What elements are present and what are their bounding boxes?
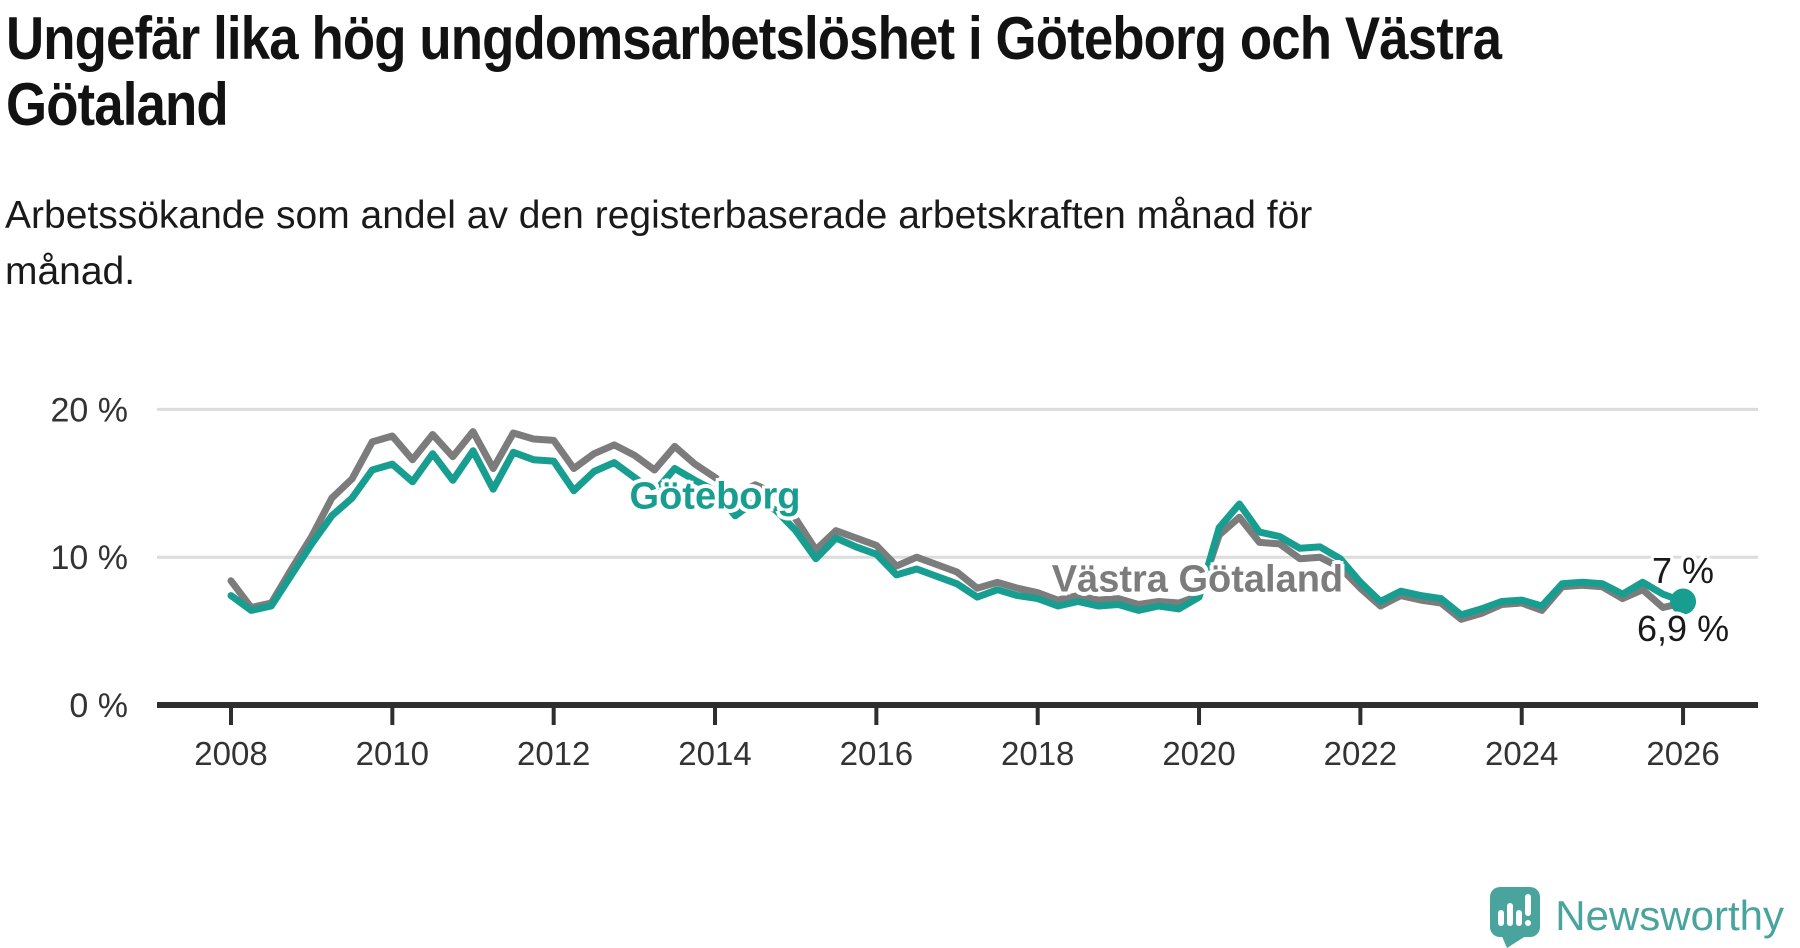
x-axis-label-2018: 2018	[1001, 735, 1074, 772]
series-label-vastra-gotaland: Västra Götaland	[1051, 558, 1344, 601]
series-line-g-teborg	[227, 447, 1687, 619]
x-axis-label-2022: 2022	[1324, 735, 1397, 772]
series-label-goteborg: Göteborg	[629, 475, 801, 518]
y-axis-label-20: 20 %	[51, 391, 129, 429]
newsworthy-logo-icon	[1490, 887, 1541, 948]
y-axis-label-10: 10 %	[51, 539, 129, 577]
x-axis-label-2026: 2026	[1646, 735, 1719, 772]
x-axis-label-2014: 2014	[678, 735, 751, 772]
x-axis-label-2010: 2010	[356, 735, 429, 772]
end-value-label-vastra-gotaland: 6,9 %	[1637, 607, 1730, 649]
series-line-v-stra-g-taland	[227, 428, 1687, 623]
x-axis-label-2012: 2012	[517, 735, 590, 772]
chart-subtitle-line2: månad.	[5, 250, 136, 293]
x-axis-label-2024: 2024	[1485, 735, 1558, 772]
end-value-label-goteborg: 7 %	[1652, 549, 1715, 591]
newsworthy-branding: Newsworthy	[1489, 886, 1784, 948]
x-axis-label-2016: 2016	[840, 735, 913, 772]
y-axis-label-0: 0 %	[69, 687, 128, 725]
series-end-dot-g-teborg	[1670, 588, 1697, 615]
chart-title-line2: Götaland	[6, 71, 229, 138]
x-axis-label-2020: 2020	[1162, 735, 1235, 772]
x-axis-label-2008: 2008	[194, 735, 267, 772]
chart-subtitle-line1: Arbetssökande som andel av den registerb…	[5, 194, 1313, 237]
newsworthy-brand-text: Newsworthy	[1555, 892, 1784, 939]
chart-title-line1: Ungefär lika hög ungdomsarbetslöshet i G…	[6, 5, 1502, 72]
chart-subtitle: Arbetssökande som andel av den registerb…	[5, 188, 1705, 300]
chart-title: Ungefär lika hög ungdomsarbetslöshet i G…	[6, 6, 1555, 138]
